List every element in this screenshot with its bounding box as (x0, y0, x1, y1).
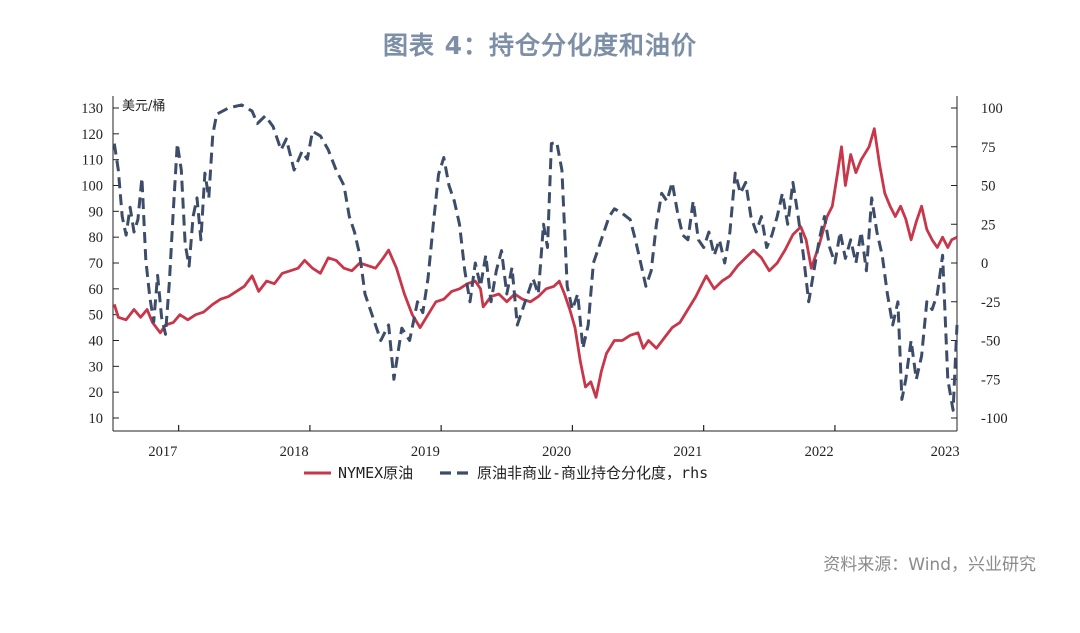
right-tick-label: -50 (981, 334, 1000, 350)
legend-label-nymex-crude: NYMEX原油 (338, 464, 413, 482)
x-tick-label: 2017 (148, 444, 177, 460)
x-tick-label: 2020 (542, 444, 571, 460)
right-tick-label: -25 (981, 295, 1000, 311)
left-tick-label: 40 (89, 334, 104, 350)
left-tick-label: 10 (89, 411, 104, 427)
left-tick-label: 20 (89, 385, 104, 401)
left-y-axis: 10 20 30 40 50 60 70 80 90 100 110 120 130 (81, 101, 119, 427)
x-axis: 2017 2018 2019 2020 2021 2022 2023 (148, 425, 960, 460)
plot-frame (112, 96, 958, 432)
y-axis-unit-label: 美元/桶 (122, 99, 165, 114)
right-tick-label: 100 (981, 101, 1003, 117)
left-tick-label: 110 (82, 153, 103, 169)
x-tick-label: 2022 (805, 444, 834, 460)
left-tick-label: 90 (89, 204, 104, 220)
left-tick-label: 70 (89, 256, 104, 272)
left-tick-label: 80 (89, 230, 104, 246)
right-tick-label: 25 (981, 217, 996, 233)
right-tick-label: -75 (981, 372, 1000, 388)
x-tick-label: 2019 (411, 444, 440, 460)
series-line-nymex-crude (112, 127, 958, 399)
source-note: 资料来源：Wind，兴业研究 (823, 555, 1036, 575)
left-tick-label: 60 (89, 282, 104, 298)
left-tick-label: 30 (89, 359, 104, 375)
legend-label-position-divergence: 原油非商业-商业持仓分化度，rhs (477, 464, 708, 482)
right-y-axis: -100 -75 -50 -25 0 25 50 75 100 (951, 101, 1008, 427)
right-tick-label: 0 (981, 256, 988, 272)
x-tick-label: 2023 (931, 444, 960, 460)
left-tick-label: 130 (81, 101, 103, 117)
x-tick-label: 2021 (673, 444, 702, 460)
series-layer (112, 103, 959, 412)
left-tick-label: 120 (81, 127, 103, 143)
right-tick-label: -100 (981, 411, 1008, 427)
left-tick-label: 50 (89, 308, 104, 324)
left-tick-label: 100 (81, 179, 103, 195)
x-tick-label: 2018 (280, 444, 309, 460)
right-tick-label: 50 (981, 179, 996, 195)
right-tick-label: 75 (981, 140, 996, 156)
page-title: 图表 4：持仓分化度和油价 (382, 31, 698, 60)
legend: NYMEX原油 原油非商业-商业持仓分化度，rhs (304, 464, 708, 482)
series-line-position-divergence (112, 103, 959, 412)
